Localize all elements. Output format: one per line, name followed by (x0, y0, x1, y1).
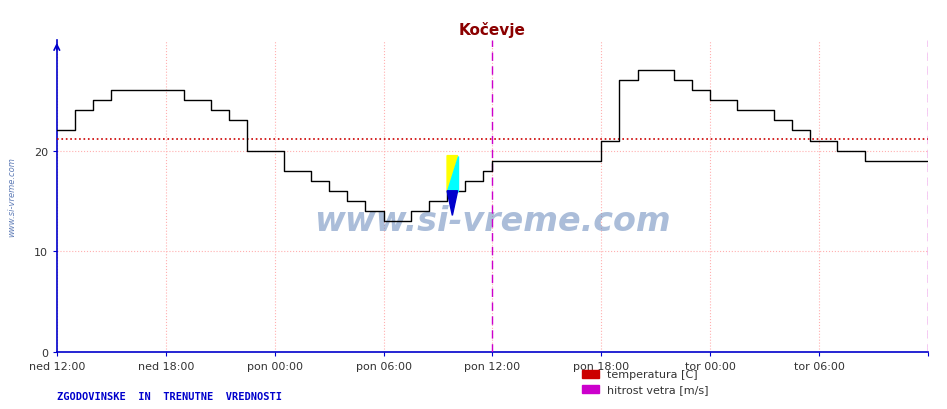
Title: Kočevje: Kočevje (459, 22, 526, 38)
Text: www.si-vreme.com: www.si-vreme.com (314, 205, 670, 238)
Polygon shape (447, 156, 457, 191)
Polygon shape (447, 191, 457, 216)
Polygon shape (447, 156, 457, 191)
Text: temperatura [C]: temperatura [C] (607, 369, 698, 379)
Text: ZGODOVINSKE  IN  TRENUTNE  VREDNOSTI: ZGODOVINSKE IN TRENUTNE VREDNOSTI (57, 391, 282, 401)
Text: www.si-vreme.com: www.si-vreme.com (8, 157, 17, 236)
Text: hitrost vetra [m/s]: hitrost vetra [m/s] (607, 384, 708, 394)
